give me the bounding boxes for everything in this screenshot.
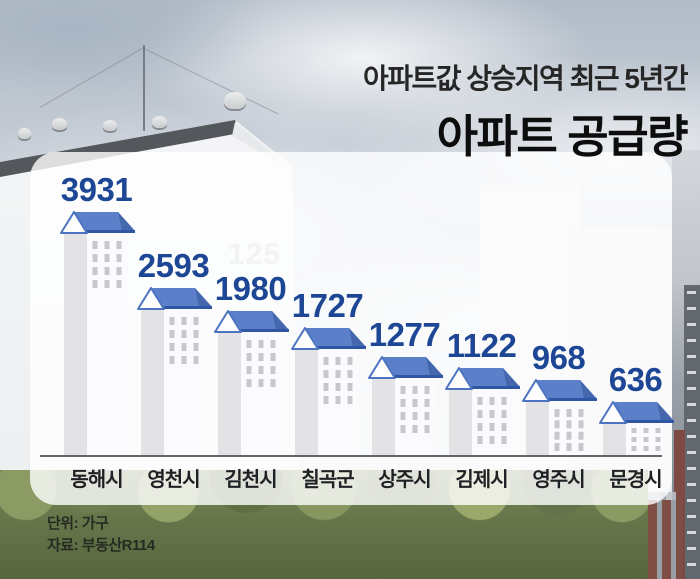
- chart-subtitle: 아파트값 상승지역 최근 5년간: [362, 63, 689, 94]
- building-bar-icon: [290, 327, 366, 455]
- building-bar-icon: [213, 310, 289, 455]
- x-axis-label: 문경시: [609, 469, 662, 491]
- building-bar-icon: [367, 356, 443, 455]
- building-bar-icon: [598, 401, 674, 455]
- bar-value-label: 3931: [60, 171, 133, 209]
- satellite-dish: [224, 92, 246, 109]
- bar-column: 3931: [58, 173, 135, 455]
- x-axis-label: 칠곡군: [301, 469, 354, 491]
- bar-column: 1980: [212, 272, 289, 455]
- satellite-dish: [103, 120, 117, 131]
- x-axis-label: 상주시: [378, 469, 431, 491]
- building-bar-icon: [59, 211, 135, 455]
- bar-value-label: 1122: [446, 327, 517, 365]
- source-note: 자료: 부동산R114: [47, 536, 155, 554]
- chart-title: 아파트 공급량: [436, 111, 689, 162]
- title-block: 아파트값 상승지역 최근 5년간 아파트 공급량: [362, 57, 689, 165]
- x-axis-label: 김제시: [455, 469, 508, 491]
- bar-value-label: 2593: [137, 247, 210, 285]
- bar-column: 636: [597, 363, 674, 455]
- satellite-dish: [52, 118, 67, 130]
- x-axis-label: 영천시: [147, 469, 200, 491]
- background-tower-right: [684, 285, 700, 579]
- satellite-dish: [18, 128, 31, 139]
- bar-column: 2593: [135, 249, 212, 455]
- bar-chart: 3931 2593 1980 1727 1277 1122: [58, 168, 674, 455]
- footnotes: 단위: 가구 자료: 부동산R114: [47, 513, 155, 557]
- bar-column: 1727: [289, 289, 366, 455]
- bar-column: 1277: [366, 318, 443, 455]
- building-bar-icon: [521, 379, 597, 455]
- unit-note: 단위: 가구: [47, 515, 109, 532]
- satellite-dish: [152, 116, 167, 128]
- antenna-mast: [143, 45, 145, 131]
- bar-column: 1122: [443, 329, 520, 455]
- building-bar-icon: [444, 367, 520, 455]
- x-axis-labels: 동해시 영천시 김천시 칠곡군 상주시 김제시 영주시 문경시: [58, 463, 674, 492]
- bar-value-label: 1277: [368, 316, 441, 354]
- x-axis-line: [40, 455, 662, 457]
- bar-column: 968: [520, 341, 597, 455]
- x-axis-label: 동해시: [70, 469, 123, 491]
- building-bar-icon: [136, 287, 212, 455]
- bar-value-label: 1980: [214, 270, 287, 308]
- bar-value-label: 968: [531, 339, 586, 377]
- background-red-building-bottom-right: [648, 500, 682, 579]
- x-axis-label: 영주시: [532, 469, 585, 491]
- bar-value-label: 1727: [291, 287, 364, 325]
- bar-value-label: 636: [608, 361, 663, 399]
- x-axis-label: 김천시: [224, 469, 277, 491]
